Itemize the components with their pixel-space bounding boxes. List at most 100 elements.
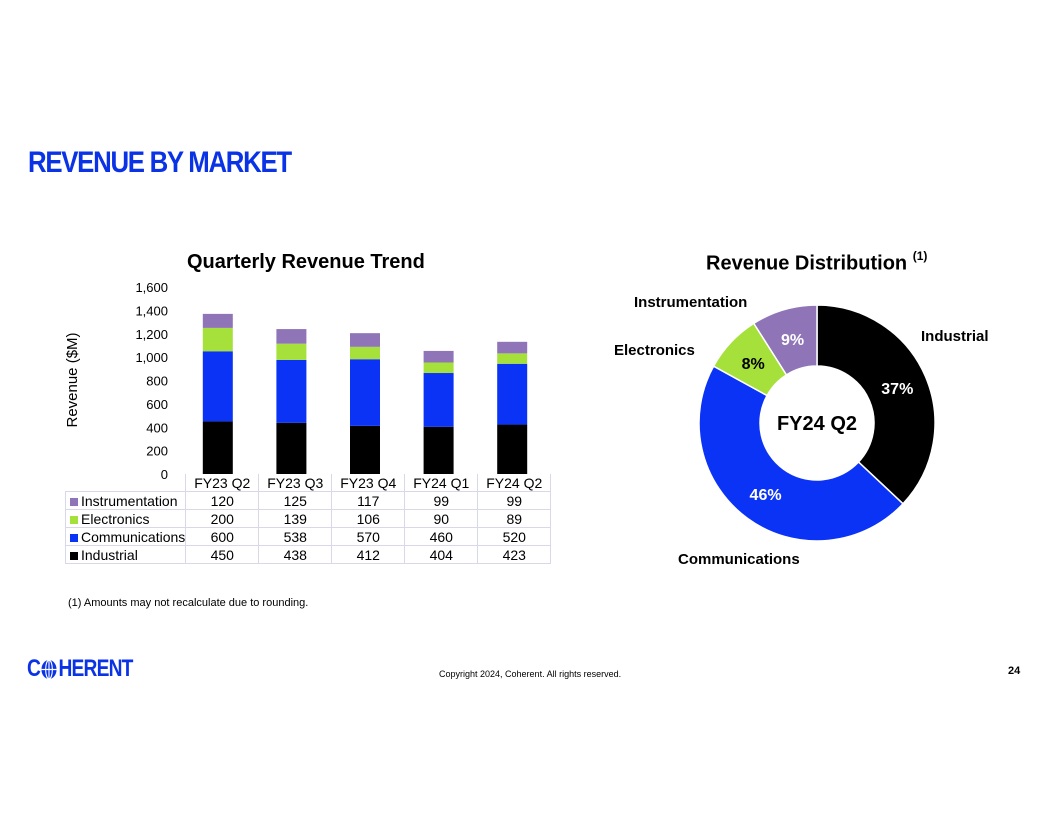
data-label: 200: [185, 509, 260, 528]
table-header-row: FY23 Q2 FY23 Q3 FY23 Q4 FY24 Q1 FY24 Q2: [66, 474, 552, 492]
bar-industrial-fy23-q3: [276, 422, 307, 474]
bar-electronics-fy24-q1: [423, 362, 454, 374]
slice-percent-instrumentation: 9%: [781, 332, 804, 349]
donut-title-footnote-ref: (1): [912, 249, 928, 263]
bar-electronics-fy23-q2: [202, 327, 233, 352]
data-label: 450: [185, 545, 260, 564]
y-tick-label: 200: [146, 444, 168, 459]
bar-instrumentation-fy23-q4: [350, 333, 380, 347]
bar-industrial-fy23-q2: [202, 421, 233, 474]
data-label: 90: [404, 509, 479, 528]
bar-instrumentation-fy24-q1: [423, 350, 454, 363]
data-label: 99: [404, 491, 479, 510]
slice-name-industrial: Industrial: [921, 328, 989, 345]
donut-chart-title: Revenue Distribution (1): [706, 249, 928, 276]
table-row: Communications 600 538 570 460 520: [64, 527, 552, 546]
bar-industrial-fy24-q1: [423, 426, 454, 474]
data-label: 460: [404, 527, 479, 546]
series-label-cell: Communications: [64, 527, 187, 546]
y-tick-label: 1,600: [135, 280, 168, 295]
footnote: (1) Amounts may not recalculate due to r…: [68, 597, 309, 609]
data-label: 125: [258, 491, 333, 510]
category-label: FY23 Q3: [258, 474, 333, 492]
logo-text-left: C: [27, 655, 41, 682]
slice-name-electronics: Electronics: [614, 342, 695, 359]
slice-communications: [698, 365, 905, 542]
slice-name-instrumentation: Instrumentation: [634, 294, 748, 311]
bar-instrumentation-fy23-q3: [276, 329, 307, 344]
category-label: FY23 Q2: [185, 474, 260, 492]
logo-text-right: HERENT: [58, 655, 133, 682]
data-label: 438: [258, 545, 333, 564]
data-label: 404: [404, 545, 479, 564]
company-logo: C HERENT: [27, 655, 133, 683]
bar-communications-fy23-q3: [276, 359, 307, 423]
data-label: 423: [477, 545, 552, 564]
y-axis-label: Revenue ($M): [64, 332, 81, 427]
globe-icon: [41, 658, 57, 680]
legend-swatch: [70, 533, 78, 542]
slice-industrial: [816, 304, 936, 505]
data-label: 117: [331, 491, 406, 510]
table-corner: [66, 474, 186, 492]
table-row: Industrial 450 438 412 404 423: [64, 545, 552, 564]
category-label: FY24 Q2: [477, 474, 552, 492]
series-name: Industrial: [81, 546, 138, 563]
series-label-cell: Instrumentation: [64, 491, 187, 510]
table-row: Electronics 200 139 106 90 89: [64, 509, 552, 528]
bar-electronics-fy23-q3: [276, 343, 307, 360]
series-name: Instrumentation: [81, 492, 178, 509]
data-table: FY23 Q2 FY23 Q3 FY23 Q4 FY24 Q1 FY24 Q2 …: [64, 474, 552, 564]
slice-percent-communications: 46%: [750, 487, 782, 504]
slice-name-communications: Communications: [678, 551, 800, 568]
data-label: 99: [477, 491, 552, 510]
bar-industrial-fy23-q4: [350, 425, 380, 474]
page-number: 24: [1008, 665, 1021, 677]
data-label: 600: [185, 527, 260, 546]
bar-communications-fy24-q2: [497, 363, 528, 425]
bar-chart-title: Quarterly Revenue Trend: [187, 251, 425, 273]
data-label: 520: [477, 527, 552, 546]
data-label: 538: [258, 527, 333, 546]
y-tick-label: 600: [146, 397, 168, 412]
category-label: FY24 Q1: [404, 474, 479, 492]
y-tick-label: 0: [161, 467, 168, 482]
bar-communications-fy23-q2: [202, 351, 233, 422]
data-label: 139: [258, 509, 333, 528]
bar-instrumentation-fy24-q2: [497, 341, 528, 354]
data-label: 89: [477, 509, 552, 528]
data-label: 106: [331, 509, 406, 528]
donut-center-label: FY24 Q2: [777, 413, 857, 435]
bar-electronics-fy23-q4: [350, 346, 380, 360]
slice-percent-industrial: 37%: [881, 381, 913, 398]
table-row: Instrumentation 120 125 117 99 99: [64, 491, 552, 510]
donut-chart-title-text: Revenue Distribution: [706, 252, 908, 275]
data-label: 120: [185, 491, 260, 510]
series-label-cell: Electronics: [64, 509, 187, 528]
y-tick-label: 400: [146, 420, 168, 435]
slice-instrumentation: [752, 304, 818, 376]
y-tick-label: 1,400: [135, 303, 168, 318]
data-label: 412: [331, 545, 406, 564]
legend-swatch: [70, 551, 78, 560]
copyright: Copyright 2024, Coherent. All rights res…: [439, 669, 622, 679]
bar-communications-fy23-q4: [350, 359, 380, 426]
legend-swatch: [70, 515, 78, 524]
y-tick-label: 1,000: [135, 350, 168, 365]
legend-swatch: [70, 497, 78, 506]
series-name: Electronics: [81, 510, 150, 527]
y-tick-label: 800: [146, 374, 168, 389]
bar-instrumentation-fy23-q2: [202, 313, 233, 328]
bar-communications-fy24-q1: [423, 373, 454, 427]
bar-industrial-fy24-q2: [497, 424, 528, 474]
series-label-cell: Industrial: [64, 545, 187, 564]
y-tick-label: 1,200: [135, 327, 168, 342]
bar-electronics-fy24-q2: [497, 353, 528, 364]
series-name: Communications: [81, 528, 186, 545]
data-label: 570: [331, 527, 406, 546]
category-label: FY23 Q4: [331, 474, 406, 492]
slice-percent-electronics: 8%: [742, 356, 765, 373]
page-title: REVENUE BY MARKET: [28, 146, 292, 179]
